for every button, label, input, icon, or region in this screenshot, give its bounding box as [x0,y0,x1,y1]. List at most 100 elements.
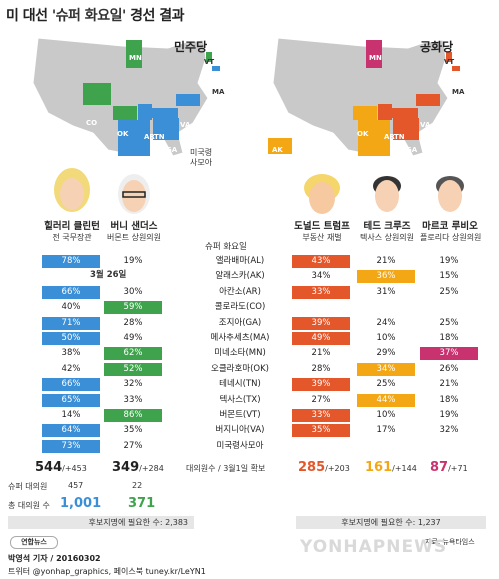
clinton-value: 73% [42,439,100,453]
clinton-value [42,270,100,283]
svg-text:OK: OK [117,130,129,138]
page-title: 미 대선 '슈퍼 화요일' 경선 결과 [6,8,185,24]
state-name: 조지아(GA) [218,317,262,328]
rubio-value [420,440,478,453]
svg-text:VA: VA [180,121,191,129]
sanders-total: 349/+284 [112,460,164,475]
state-name: 버지니아(VA) [215,425,265,436]
rubio-value: 25% [439,317,459,328]
dem-needed: 후보지명에 필요한 수: 2,383 [8,516,194,529]
rep-party-label: 공화당 [420,40,454,54]
clinton-value: 66% [42,378,100,392]
table-row: 테네시(TN) 66% 32% 39% 25% 21% [0,377,499,392]
table-row: 오클라호마(OK) 42% 52% 28% 34% 26% [0,362,499,377]
maps: MN CO OK AR TN VA TX AL GA VT MA MN AK O… [32,37,465,164]
svg-text:MN: MN [369,54,382,62]
trump-value: 21% [311,348,331,359]
clinton-value: 78% [42,255,100,268]
clinton-value: 64% [42,424,100,438]
svg-text:TX: TX [362,156,373,164]
rubio-portrait [436,176,464,212]
svg-text:GA: GA [406,146,418,154]
cruz-value: 36% [357,270,415,284]
table-row: 버몬트(VT) 14% 86% 33% 10% 19% [0,408,499,423]
rubio-value: 26% [439,363,459,374]
sanders-value: 33% [123,394,143,405]
clinton-value: 71% [42,316,100,330]
state-name: 버몬트(VT) [219,410,261,420]
trump-value: 27% [311,394,331,405]
total-del-sanders: 371 [128,496,156,511]
clinton-value: 50% [42,332,100,345]
super-sanders: 22 [132,481,143,490]
sanders-value: 52% [104,362,162,376]
svg-text:AR: AR [384,133,395,141]
caucus-date: 3월 26일 [90,270,127,280]
portraits [54,168,464,214]
clinton-value: 40% [61,302,81,313]
source: 자료: 뉴욕타임스 [425,538,475,546]
clinton-value: 65% [42,393,100,407]
table-row: 앨라배마(AL) 78% 19% 43% 21% 19% [0,254,499,269]
state-name: 아칸소(AR) [219,286,261,297]
state-name: 메사추세츠(MA) [210,333,270,343]
svg-text:GA: GA [166,146,178,154]
sanders-value: 32% [123,379,143,390]
rep-map-labels: MN AK OK AR TN VA TX AL GA VT MA [272,54,465,164]
trump-value: 39% [292,378,350,392]
trump-value: 33% [292,285,350,299]
cruz-value: 25% [376,379,396,390]
cruz-value: 31% [376,286,396,297]
rep-needed: 후보지명에 필요한 수: 1,237 [296,516,486,529]
rubio-value [420,301,478,314]
sanders-value [104,270,162,283]
cruz-value: 34% [357,362,415,376]
samoa-label: 미국령 사모아 [190,148,213,167]
cruz-block: 테드 크루즈 텍사스 상원의원 [359,221,415,242]
super-label: 슈퍼 대의원 [8,482,48,491]
table-row: 콜로라도(CO) 40% 59% [0,300,499,315]
sanders-value: 62% [104,347,162,361]
table-row: 미국령사모아 73% 27% [0,439,499,454]
table-row: 아칸소(AR) 66% 30% 33% 31% 25% [0,285,499,300]
table-row: 미네소타(MN) 38% 62% 21% 29% 37% [0,346,499,361]
svg-text:MA: MA [452,88,465,96]
clinton-value: 66% [42,285,100,299]
sanders-value: 27% [123,440,143,451]
trump-block: 도널드 트럼프 부동산 재벌 [294,221,350,242]
sanders-portrait [118,174,150,214]
table-row: 조지아(GA) 71% 28% 39% 24% 25% [0,316,499,331]
cruz-portrait [373,176,401,212]
trump-value: 33% [292,409,350,422]
clinton-total: 544/+453 [35,460,87,475]
trump-value [292,440,350,453]
state-name: 텍사스(TX) [219,394,261,405]
sanders-value: 19% [123,256,143,266]
cruz-value: 44% [357,393,415,407]
sanders-value: 59% [104,301,162,315]
sanders-value: 35% [123,425,143,436]
rubio-value: 32% [439,425,459,436]
svg-text:TX: TX [122,156,133,164]
rubio-total: 87/+71 [430,460,468,475]
state-name: 미네소타(MN) [214,348,266,359]
svg-text:AR: AR [144,133,155,141]
rubio-value: 19% [439,256,459,266]
total-del-clinton: 1,001 [60,496,102,511]
cruz-value: 21% [376,256,396,266]
state-name: 미국령사모아 [216,440,264,451]
rubio-value: 15% [439,271,459,282]
rubio-value: 18% [439,333,459,343]
dem-map [32,37,220,157]
cruz-value: 17% [376,425,396,436]
svg-text:TN: TN [154,133,165,141]
sanders-value: 86% [104,409,162,422]
state-name: 알래스카(AK) [215,271,265,282]
rubio-value: 37% [420,347,478,361]
trump-value: 28% [311,363,331,374]
table-row: 텍사스(TX) 65% 33% 27% 44% 18% [0,393,499,408]
totals-label: 대의원수 / 3월1일 확보 [186,464,266,473]
dem-party-label: 민주당 [174,40,208,54]
trump-value [292,301,350,314]
sanders-value: 49% [123,333,143,343]
